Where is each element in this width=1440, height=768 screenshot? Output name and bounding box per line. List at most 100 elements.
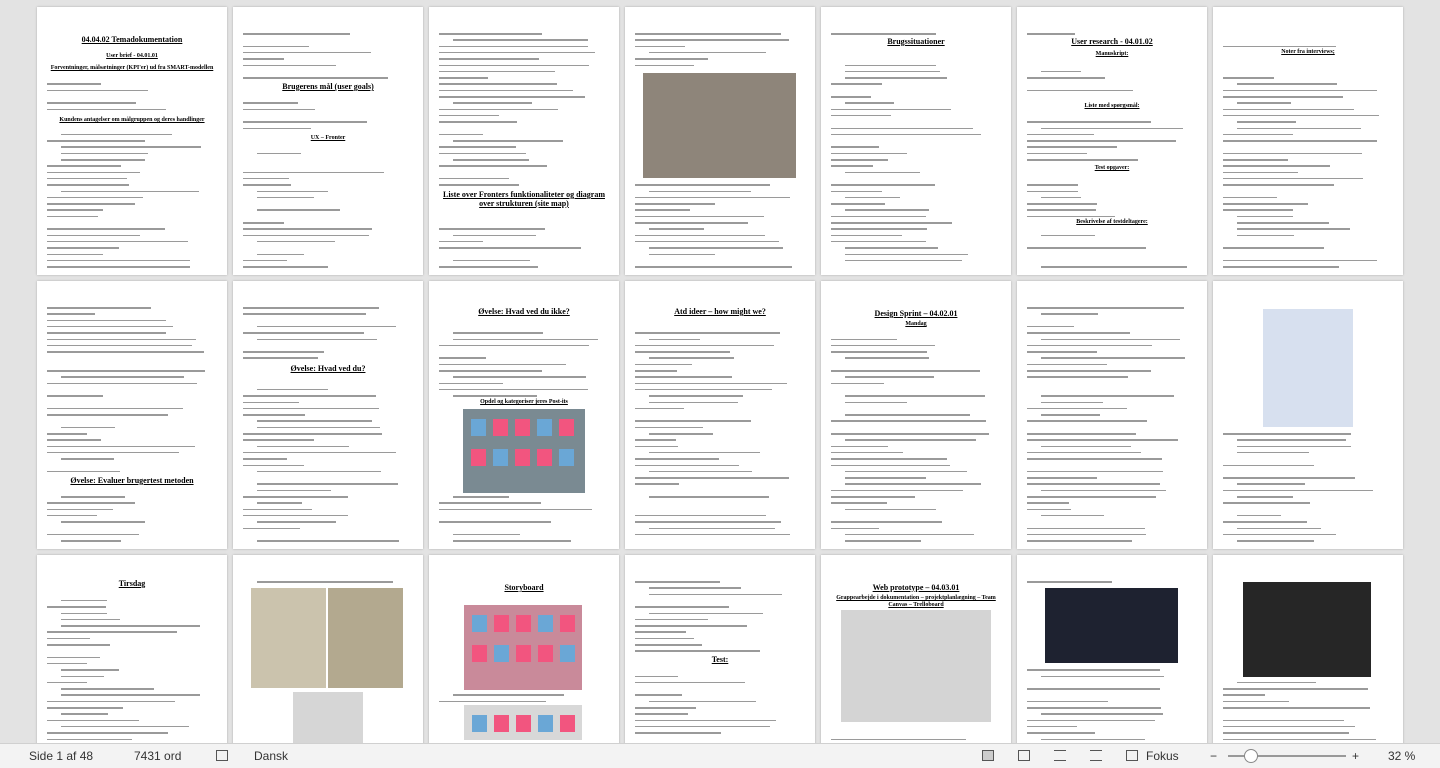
text-line [439, 247, 582, 249]
outline-icon[interactable] [1054, 750, 1066, 761]
text-line [439, 508, 592, 511]
zoom-out[interactable]: − [1210, 749, 1218, 763]
text-line [1027, 725, 1077, 728]
text-line [439, 165, 548, 167]
text-line [1027, 376, 1129, 378]
page-count[interactable]: Side 1 af 48 [29, 749, 94, 763]
sticky-note [493, 419, 508, 436]
text-line [649, 190, 752, 192]
text-line [831, 184, 935, 186]
text-line [47, 215, 98, 218]
text-line [243, 45, 309, 48]
heading: Test opgaver: [1094, 165, 1130, 171]
text-line [635, 581, 720, 583]
heading: Grappearbejde i dokumentation – projektp… [836, 595, 996, 608]
text-line [635, 533, 790, 536]
text-line [439, 382, 503, 385]
text-line [1027, 470, 1163, 473]
text-line [635, 477, 790, 479]
text-line [831, 215, 927, 218]
text-line [831, 222, 952, 224]
text-line [831, 33, 936, 35]
text-line [453, 376, 586, 378]
text-line [47, 514, 97, 517]
zoom-level[interactable]: 32 % [1388, 749, 1416, 763]
text-line [635, 266, 793, 268]
text-line [243, 121, 367, 123]
text-line [1223, 700, 1290, 703]
text-line [1027, 420, 1147, 422]
image [1045, 588, 1178, 663]
text-line [845, 102, 895, 104]
text-line [439, 177, 510, 180]
text-line [257, 521, 337, 523]
text-line [1223, 533, 1336, 536]
text-line [243, 222, 284, 224]
text-line [257, 420, 372, 422]
sticky-note [516, 715, 531, 732]
text-line [635, 184, 770, 186]
draft-icon[interactable] [1090, 750, 1102, 761]
text-line [439, 96, 585, 98]
text-line [1041, 266, 1187, 268]
zoom-in[interactable]: + [1352, 749, 1360, 763]
text-line [257, 190, 329, 192]
text-line [635, 222, 749, 224]
text-line [243, 464, 305, 466]
text-line [61, 152, 149, 155]
text-line [257, 325, 396, 328]
text-line [845, 253, 968, 255]
zoom-thumb[interactable] [1244, 749, 1258, 763]
page: Web prototype – 04.03.01 Grappearbejde i … [821, 555, 1011, 743]
text-line [257, 253, 305, 255]
text-line [439, 363, 566, 366]
heading: Beskrivelse af testdeltagere: [1076, 219, 1148, 225]
focus-label[interactable]: Fokus [1146, 749, 1179, 763]
text-line [61, 159, 146, 161]
text-line [47, 533, 139, 536]
word-count[interactable]: 7431 ord [134, 749, 182, 763]
text-line [1027, 477, 1097, 479]
text-line [845, 477, 926, 479]
text-line [1223, 171, 1299, 174]
text-line [1237, 439, 1346, 441]
zoom-slider[interactable] [1228, 755, 1346, 757]
text-line [243, 433, 382, 435]
text-line [257, 483, 398, 485]
text-line [1027, 159, 1138, 161]
heading: Forventninger, målsætninger (KPI'er) ud … [50, 65, 214, 71]
text-line [845, 376, 935, 378]
text-line [1223, 133, 1293, 136]
text-line [1041, 313, 1098, 315]
status-bar: Side 1 af 48 7431 ord Dansk Fokus − + 32… [0, 743, 1440, 768]
page: Brugssituationer [821, 7, 1011, 275]
text-line [1027, 33, 1075, 35]
language[interactable]: Dansk [254, 749, 289, 763]
print-layout-icon[interactable] [982, 750, 994, 761]
text-line [1027, 307, 1184, 309]
text-line [47, 382, 198, 385]
text-line [1041, 401, 1103, 403]
text-line [47, 228, 165, 230]
text-line [243, 458, 288, 460]
text-line [1041, 196, 1082, 199]
text-line [1237, 127, 1362, 129]
proofing-icon[interactable] [216, 750, 228, 761]
text-line [1237, 222, 1329, 224]
image [464, 705, 582, 740]
text-line [1027, 581, 1112, 583]
text-line [635, 618, 708, 621]
text-line [845, 508, 937, 511]
text-line [1027, 533, 1146, 536]
text-line [47, 325, 173, 328]
heading: Brugerens mål (user goals) [282, 82, 374, 91]
text-line [61, 426, 116, 429]
text-line [1027, 439, 1179, 441]
image [463, 409, 585, 493]
focus-icon[interactable] [1126, 750, 1138, 761]
text-line [845, 540, 922, 542]
text-line [257, 502, 302, 504]
text-line [845, 171, 920, 174]
text-line [243, 177, 290, 180]
web-layout-icon[interactable] [1018, 750, 1030, 761]
